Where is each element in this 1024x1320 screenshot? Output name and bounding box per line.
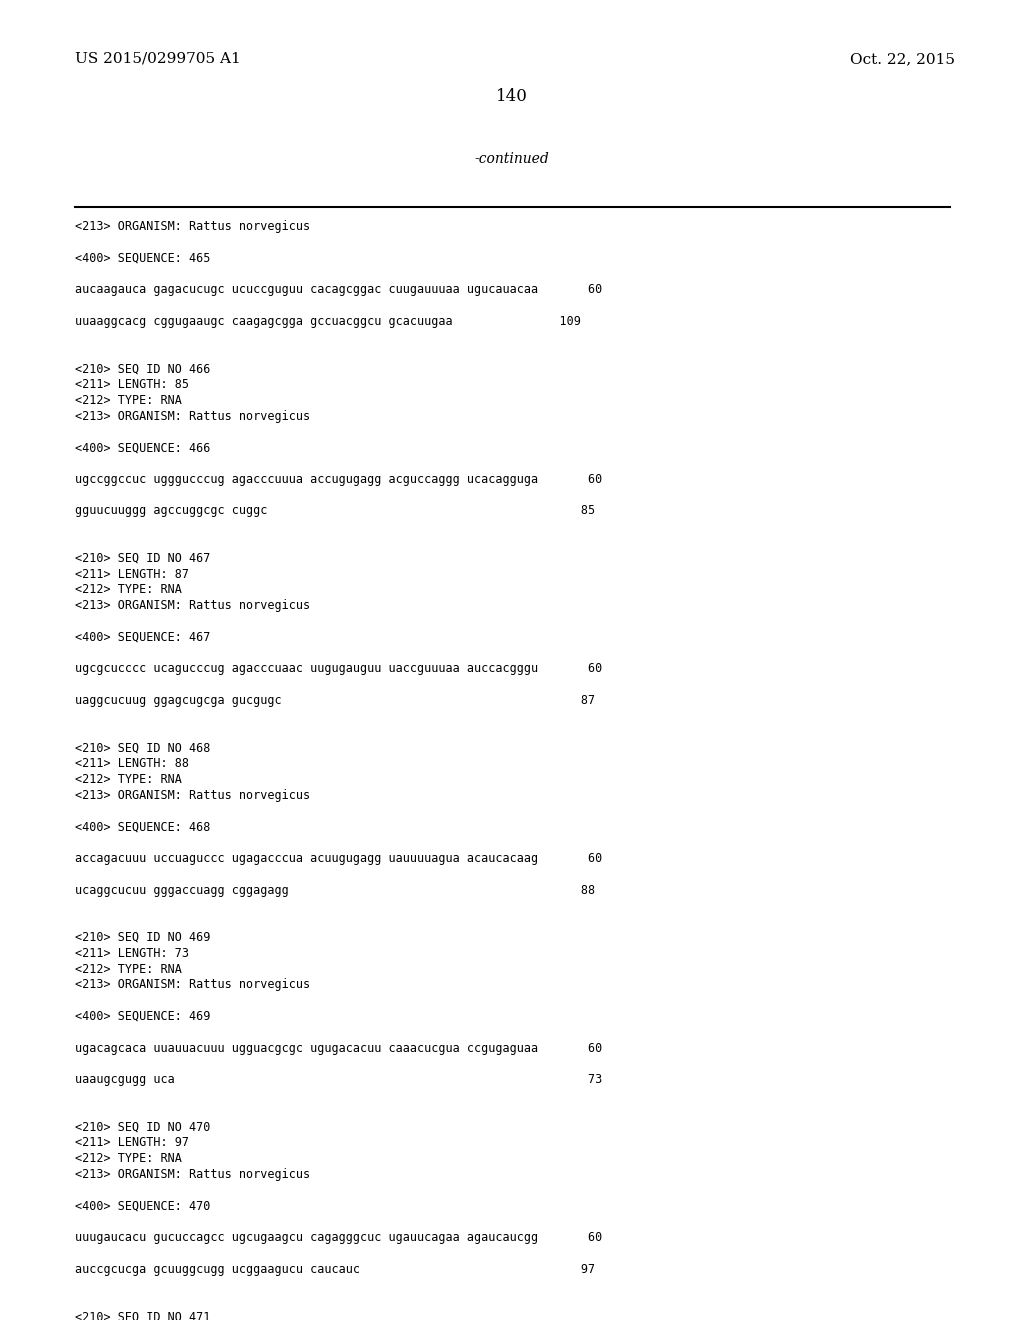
Text: Oct. 22, 2015: Oct. 22, 2015 (850, 51, 955, 66)
Text: <212> TYPE: RNA: <212> TYPE: RNA (75, 393, 182, 407)
Text: <213> ORGANISM: Rattus norvegicus: <213> ORGANISM: Rattus norvegicus (75, 789, 310, 801)
Text: uaaugcgugg uca                                                          73: uaaugcgugg uca 73 (75, 1073, 602, 1086)
Text: <211> LENGTH: 87: <211> LENGTH: 87 (75, 568, 189, 581)
Text: accagacuuu uccuaguccc ugagacccua acuugugagg uauuuuagua acaucacaag       60: accagacuuu uccuaguccc ugagacccua acuugug… (75, 851, 602, 865)
Text: <400> SEQUENCE: 468: <400> SEQUENCE: 468 (75, 821, 210, 833)
Text: <400> SEQUENCE: 466: <400> SEQUENCE: 466 (75, 441, 210, 454)
Text: <210> SEQ ID NO 466: <210> SEQ ID NO 466 (75, 362, 210, 375)
Text: ugacagcaca uuauuacuuu ugguacgcgc ugugacacuu caaacucgua ccgugaguaa       60: ugacagcaca uuauuacuuu ugguacgcgc ugugaca… (75, 1041, 602, 1055)
Text: <211> LENGTH: 85: <211> LENGTH: 85 (75, 378, 189, 391)
Text: <212> TYPE: RNA: <212> TYPE: RNA (75, 583, 182, 597)
Text: <213> ORGANISM: Rattus norvegicus: <213> ORGANISM: Rattus norvegicus (75, 409, 310, 422)
Text: <210> SEQ ID NO 467: <210> SEQ ID NO 467 (75, 552, 210, 565)
Text: <400> SEQUENCE: 469: <400> SEQUENCE: 469 (75, 1010, 210, 1023)
Text: ugcgcucccc ucagucccug agacccuaac uugugauguu uaccguuuaa auccacgggu       60: ugcgcucccc ucagucccug agacccuaac uugugau… (75, 663, 602, 676)
Text: <212> TYPE: RNA: <212> TYPE: RNA (75, 1152, 182, 1166)
Text: aucaagauca gagacucugc ucuccguguu cacagcggac cuugauuuaa ugucauacaa       60: aucaagauca gagacucugc ucuccguguu cacagcg… (75, 284, 602, 296)
Text: <212> TYPE: RNA: <212> TYPE: RNA (75, 962, 182, 975)
Text: US 2015/0299705 A1: US 2015/0299705 A1 (75, 51, 241, 66)
Text: gguucuuggg agccuggcgc cuggc                                            85: gguucuuggg agccuggcgc cuggc 85 (75, 504, 595, 517)
Text: <211> LENGTH: 88: <211> LENGTH: 88 (75, 758, 189, 770)
Text: <213> ORGANISM: Rattus norvegicus: <213> ORGANISM: Rattus norvegicus (75, 599, 310, 612)
Text: auccgcucga gcuuggcugg ucggaagucu caucauc                               97: auccgcucga gcuuggcugg ucggaagucu caucauc… (75, 1263, 595, 1276)
Text: <400> SEQUENCE: 470: <400> SEQUENCE: 470 (75, 1200, 210, 1213)
Text: <210> SEQ ID NO 469: <210> SEQ ID NO 469 (75, 931, 210, 944)
Text: <213> ORGANISM: Rattus norvegicus: <213> ORGANISM: Rattus norvegicus (75, 1168, 310, 1181)
Text: uuugaucacu gucuccagcc ugcugaagcu cagagggcuc ugauucagaa agaucaucgg       60: uuugaucacu gucuccagcc ugcugaagcu cagaggg… (75, 1232, 602, 1245)
Text: <400> SEQUENCE: 467: <400> SEQUENCE: 467 (75, 631, 210, 644)
Text: <400> SEQUENCE: 465: <400> SEQUENCE: 465 (75, 252, 210, 264)
Text: <211> LENGTH: 73: <211> LENGTH: 73 (75, 946, 189, 960)
Text: <210> SEQ ID NO 471: <210> SEQ ID NO 471 (75, 1311, 210, 1320)
Text: <213> ORGANISM: Rattus norvegicus: <213> ORGANISM: Rattus norvegicus (75, 220, 310, 234)
Text: <210> SEQ ID NO 468: <210> SEQ ID NO 468 (75, 742, 210, 755)
Text: <211> LENGTH: 97: <211> LENGTH: 97 (75, 1137, 189, 1150)
Text: uuaaggcacg cggugaaugc caagagcgga gccuacggcu gcacuugaa               109: uuaaggcacg cggugaaugc caagagcgga gccuacg… (75, 314, 581, 327)
Text: ugccggccuc ugggucccug agacccuuua accugugagg acguccaggg ucacagguga       60: ugccggccuc ugggucccug agacccuuua accugug… (75, 473, 602, 486)
Text: -continued: -continued (475, 152, 549, 166)
Text: uaggcucuug ggagcugcga gucgugc                                          87: uaggcucuug ggagcugcga gucgugc 87 (75, 694, 595, 708)
Text: <212> TYPE: RNA: <212> TYPE: RNA (75, 774, 182, 785)
Text: <213> ORGANISM: Rattus norvegicus: <213> ORGANISM: Rattus norvegicus (75, 978, 310, 991)
Text: 140: 140 (496, 88, 528, 106)
Text: ucaggcucuu gggaccuagg cggagagg                                         88: ucaggcucuu gggaccuagg cggagagg 88 (75, 883, 595, 896)
Text: <210> SEQ ID NO 470: <210> SEQ ID NO 470 (75, 1121, 210, 1134)
